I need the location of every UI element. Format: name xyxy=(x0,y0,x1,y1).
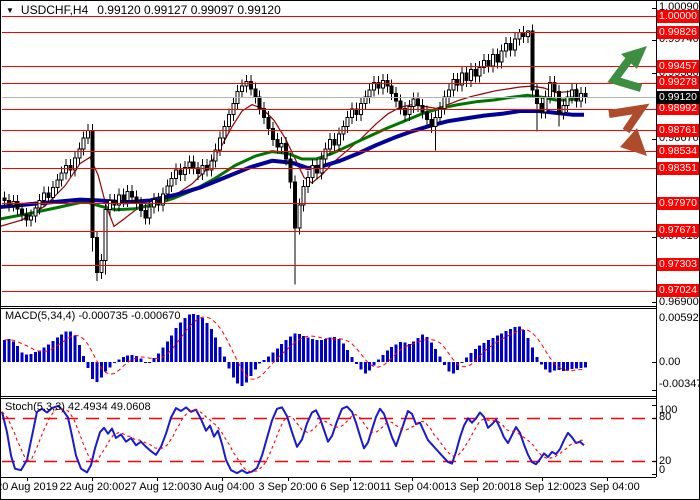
date-label: 18 Sep 12:00 xyxy=(509,481,575,493)
forecast-arrows-layer xyxy=(607,46,650,156)
price-level-badge: 0.98534 xyxy=(657,144,699,158)
price-tick-label: 1.00090 xyxy=(659,1,699,14)
macd-signal-line xyxy=(4,316,586,380)
price-level-badge: 0.97024 xyxy=(657,284,699,298)
ma-mid-green-line xyxy=(0,93,581,221)
stoch-layer xyxy=(1,404,656,475)
down-arrow-head xyxy=(620,128,647,156)
macd-indicator-label: MACD(5,34,4) -0.000735 -0.000670 xyxy=(5,310,181,322)
price-tick-label: 0.99740 xyxy=(659,33,699,46)
date-label: 23 Sep 04:00 xyxy=(574,481,640,493)
date-label: 20 Aug 2019 xyxy=(0,481,58,493)
price-level-badge: 0.98992 xyxy=(657,102,699,116)
ma-fast-red-line xyxy=(0,85,579,228)
ohlc-readout: 0.99120 0.99127 0.99097 0.99120 xyxy=(97,3,281,17)
symbol-period-label: USDCHF,H4 xyxy=(20,3,89,17)
date-label: 6 Sep 12:00 xyxy=(320,481,380,493)
price-tick-label: 0.98670 xyxy=(659,132,699,145)
date-label: 27 Aug 12:00 xyxy=(124,481,190,493)
macd-max-label: 0.005927 xyxy=(659,312,700,324)
stoch-tick-label: 100 xyxy=(659,404,678,416)
price-levels-layer xyxy=(2,16,658,292)
price-level-badge: 0.98761 xyxy=(657,123,699,137)
price-tick-label: 0.99380 xyxy=(659,66,699,79)
moving-averages-layer xyxy=(0,85,584,228)
stoch-tick-label: 0 xyxy=(659,464,666,476)
stoch-tick-label: 80 xyxy=(659,411,672,424)
up-arrow-icon[interactable] xyxy=(607,54,643,92)
macd-min-label: -0.003473 xyxy=(659,378,700,390)
price-level-badge: 0.99826 xyxy=(657,25,699,39)
macd-layer xyxy=(3,313,587,387)
date-label: 30 Aug 04:00 xyxy=(189,481,255,493)
price-level-badge: 0.97671 xyxy=(657,224,699,238)
current-price-badge: 0.99120 xyxy=(657,90,699,104)
price-level-badge: 0.97303 xyxy=(657,258,699,272)
date-label: 13 Sep 20:00 xyxy=(444,481,510,493)
macd-zero-label: 0.00 xyxy=(659,355,681,368)
price-level-badge: 0.99457 xyxy=(657,59,699,73)
symbol-dropdown-icon[interactable]: ▼ xyxy=(6,6,14,15)
stoch-indicator-label: Stoch(5,3,3) 42.4934 49.0608 xyxy=(5,401,151,413)
date-label: 22 Aug 20:00 xyxy=(59,481,125,493)
chart-title: ▼ USDCHF,H4 0.99120 0.99127 0.99097 0.9912… xyxy=(6,3,281,17)
up-arrow-head xyxy=(621,46,647,69)
stoch-tick-label: 20 xyxy=(659,454,672,467)
stoch-d-line xyxy=(1,408,585,473)
price-level-badge: 0.98351 xyxy=(657,161,699,175)
candles-layer xyxy=(2,24,588,285)
ma-slow-blue-line xyxy=(0,109,584,209)
price-level-badge: 1.00000 xyxy=(657,9,699,23)
price-level-badge: 0.99278 xyxy=(657,76,699,90)
date-label: 3 Sep 20:00 xyxy=(258,481,318,493)
price-tick-label: 0.96900 xyxy=(659,295,699,308)
stoch-k-line xyxy=(1,404,585,475)
date-label: 11 Sep 04:00 xyxy=(379,481,445,493)
down-arrow-icon[interactable] xyxy=(608,103,650,134)
price-level-badge: 0.97970 xyxy=(657,196,699,210)
